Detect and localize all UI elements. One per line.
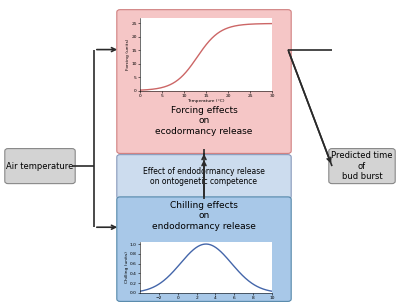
FancyBboxPatch shape: [117, 197, 291, 301]
FancyBboxPatch shape: [117, 155, 291, 199]
Text: Air temperature: Air temperature: [6, 162, 74, 171]
FancyBboxPatch shape: [329, 149, 395, 184]
FancyBboxPatch shape: [117, 10, 291, 153]
Text: Forcing effects
on
ecodormancy release: Forcing effects on ecodormancy release: [155, 106, 253, 136]
Text: Predicted time
of
bud burst: Predicted time of bud burst: [331, 151, 393, 181]
Text: Effect of endodormancy release
on ontogenetic competence: Effect of endodormancy release on ontoge…: [143, 167, 265, 186]
Text: Chilling effects
on
endodormancy release: Chilling effects on endodormancy release: [152, 201, 256, 231]
FancyBboxPatch shape: [5, 149, 75, 184]
